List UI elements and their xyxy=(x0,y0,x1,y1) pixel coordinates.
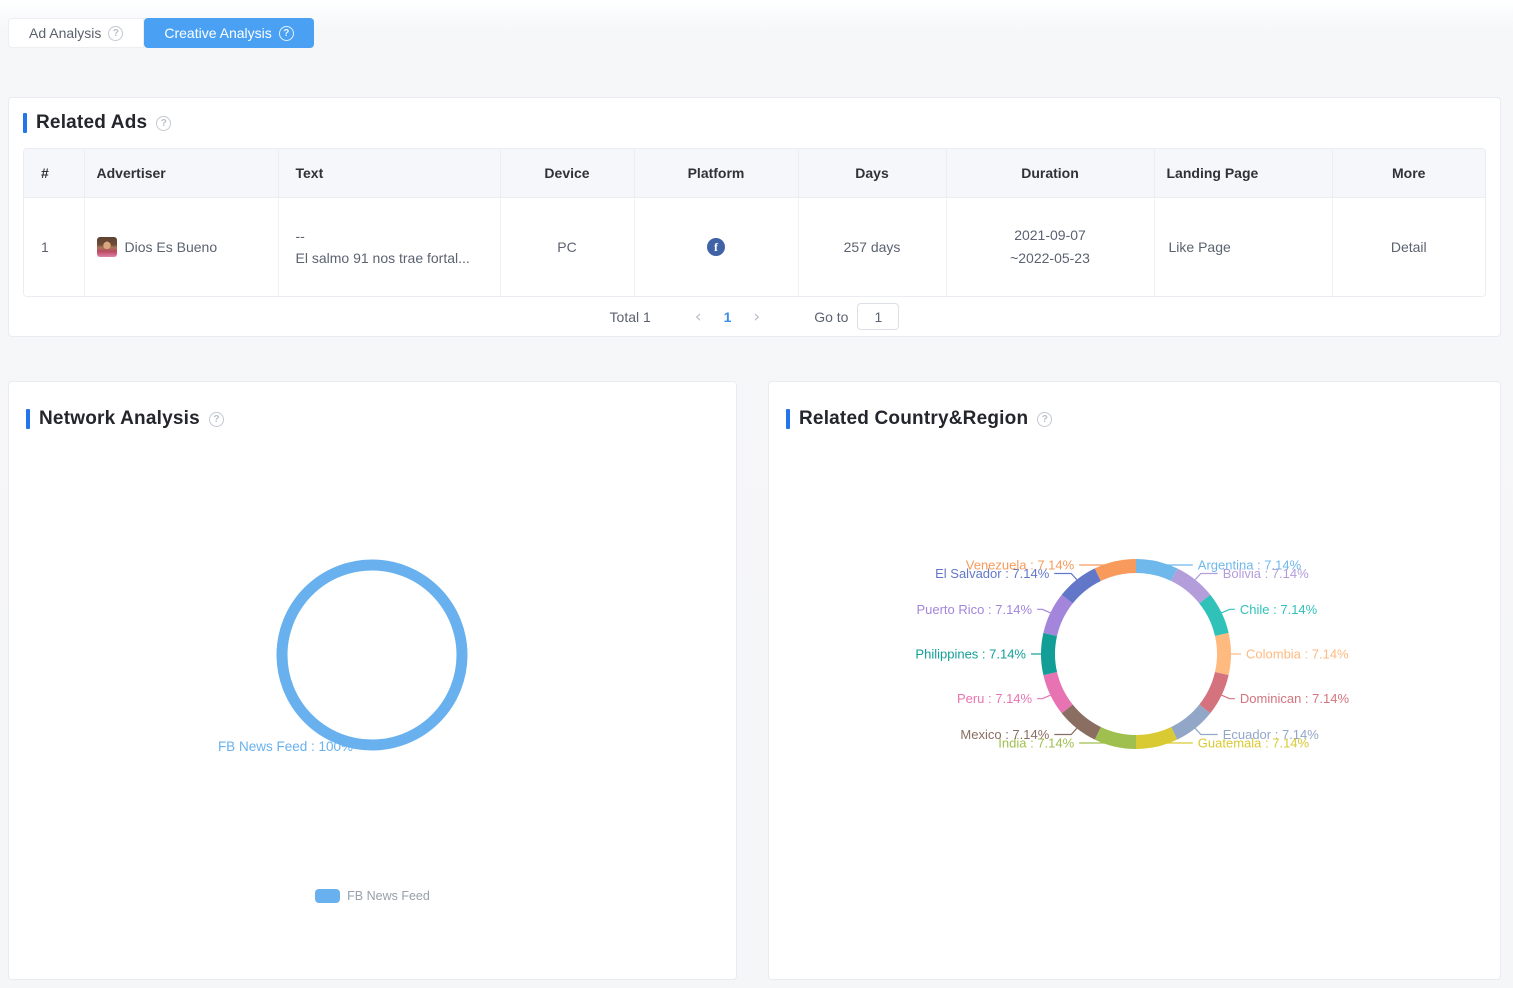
svg-text:Philippines : 7.14%: Philippines : 7.14% xyxy=(915,647,1026,662)
facebook-icon: f xyxy=(707,237,725,256)
svg-text:Mexico : 7.14%: Mexico : 7.14% xyxy=(960,727,1049,742)
svg-text:Argentina : 7.14%: Argentina : 7.14% xyxy=(1198,558,1302,573)
related-ads-title: Related Ads xyxy=(36,112,148,133)
col-header-days: Days xyxy=(798,149,947,198)
tab-creative-analysis[interactable]: Creative Analysis ? xyxy=(144,18,314,48)
network-legend[interactable]: FB News Feed xyxy=(9,889,736,903)
network-analysis-header: Network Analysis ? xyxy=(9,382,736,430)
help-icon[interactable]: ? xyxy=(208,411,224,427)
duration-end: ~2022-05-23 xyxy=(1010,249,1090,266)
table-row: 1 Dios Es Bueno -- El salmo 91 nos trae … xyxy=(24,197,1485,296)
prev-page-button[interactable]: ‹ xyxy=(694,306,702,327)
related-ads-table: # Advertiser Text Device Platform Days D… xyxy=(23,148,1486,297)
analysis-tabs: Ad Analysis ? Creative Analysis ? xyxy=(8,18,314,48)
detail-link[interactable]: Detail xyxy=(1390,238,1427,255)
pagination-total: Total 1 xyxy=(609,308,651,325)
related-ads-header: Related Ads ? xyxy=(9,98,1500,134)
help-icon[interactable]: ? xyxy=(278,25,294,41)
network-donut-chart: FB News Feed : 100% xyxy=(218,559,468,754)
svg-text:India : 7.14%: India : 7.14% xyxy=(998,736,1074,751)
goto-page-input[interactable] xyxy=(857,303,900,330)
svg-text:Venezuela : 7.14%: Venezuela : 7.14% xyxy=(966,558,1075,573)
svg-text:Chile : 7.14%: Chile : 7.14% xyxy=(1240,602,1318,617)
svg-text:El Salvador : 7.14%: El Salvador : 7.14% xyxy=(935,566,1050,581)
col-header-duration: Duration xyxy=(946,149,1155,198)
cell-landing-page: Like Page xyxy=(1154,197,1333,296)
country-region-panel: Related Country&Region ? Argentina : 7.1… xyxy=(768,381,1501,980)
svg-text:FB News Feed : 100%: FB News Feed : 100% xyxy=(218,739,353,754)
cell-advertiser: Dios Es Bueno xyxy=(84,197,279,296)
ad-text-line1: -- xyxy=(295,227,305,244)
tab-ad-analysis[interactable]: Ad Analysis ? xyxy=(8,18,145,48)
col-header-more: More xyxy=(1332,149,1485,198)
title-accent-bar xyxy=(26,409,30,429)
tab-creative-analysis-label: Creative Analysis xyxy=(164,24,272,41)
cell-duration: 2021-09-07 ~2022-05-23 xyxy=(946,197,1155,296)
col-header-index: # xyxy=(24,149,85,198)
tab-ad-analysis-label: Ad Analysis xyxy=(29,24,102,41)
pagination: Total 1 ‹ 1 › Go to xyxy=(9,303,1500,330)
cell-platform: f xyxy=(634,197,799,296)
country-donut-chart: Argentina : 7.14%Bolivia : 7.14% Chile : … xyxy=(915,558,1350,751)
next-page-button[interactable]: › xyxy=(753,306,761,327)
table-header-row: # Advertiser Text Device Platform Days D… xyxy=(24,149,1485,198)
help-icon[interactable]: ? xyxy=(1037,411,1053,427)
country-region-header: Related Country&Region ? xyxy=(769,382,1500,430)
col-header-landing-page: Landing Page xyxy=(1154,149,1333,198)
col-header-device: Device xyxy=(500,149,635,198)
network-analysis-title: Network Analysis xyxy=(39,408,200,429)
svg-text:Guatemala : 7.14%: Guatemala : 7.14% xyxy=(1198,736,1310,751)
advertiser-avatar xyxy=(96,236,117,257)
cell-more: Detail xyxy=(1332,197,1485,296)
cell-device: PC xyxy=(500,197,635,296)
svg-text:Peru : 7.14%: Peru : 7.14% xyxy=(957,691,1033,706)
svg-text:Puerto Rico : 7.14%: Puerto Rico : 7.14% xyxy=(916,602,1032,617)
col-header-text: Text xyxy=(278,149,501,198)
svg-text:Dominican : 7.14%: Dominican : 7.14% xyxy=(1240,691,1350,706)
legend-swatch xyxy=(315,889,341,903)
title-accent-bar xyxy=(786,409,790,429)
network-analysis-panel: Network Analysis ? FB News Feed : 100% F… xyxy=(8,381,737,980)
cell-days: 257 days xyxy=(798,197,947,296)
country-region-title: Related Country&Region xyxy=(799,408,1029,429)
goto-label: Go to xyxy=(814,308,849,325)
col-header-platform: Platform xyxy=(634,149,799,198)
advertiser-name[interactable]: Dios Es Bueno xyxy=(124,238,218,255)
help-icon[interactable]: ? xyxy=(108,25,124,41)
col-header-advertiser: Advertiser xyxy=(84,149,279,198)
legend-label: FB News Feed xyxy=(347,889,430,903)
related-ads-panel: Related Ads ? # Advertiser Text Device P… xyxy=(8,97,1501,337)
help-icon[interactable]: ? xyxy=(156,115,172,131)
svg-text:Ecuador : 7.14%: Ecuador : 7.14% xyxy=(1223,727,1320,742)
title-accent-bar xyxy=(23,113,27,133)
page-number-1[interactable]: 1 xyxy=(723,308,732,325)
duration-start: 2021-09-07 xyxy=(1014,226,1086,243)
svg-text:Bolivia : 7.14%: Bolivia : 7.14% xyxy=(1223,566,1309,581)
cell-text: -- El salmo 91 nos trae fortal... xyxy=(278,197,501,296)
ad-text-line2: El salmo 91 nos trae fortal... xyxy=(295,249,470,266)
cell-index: 1 xyxy=(24,197,85,296)
svg-text:Colombia : 7.14%: Colombia : 7.14% xyxy=(1246,647,1349,662)
